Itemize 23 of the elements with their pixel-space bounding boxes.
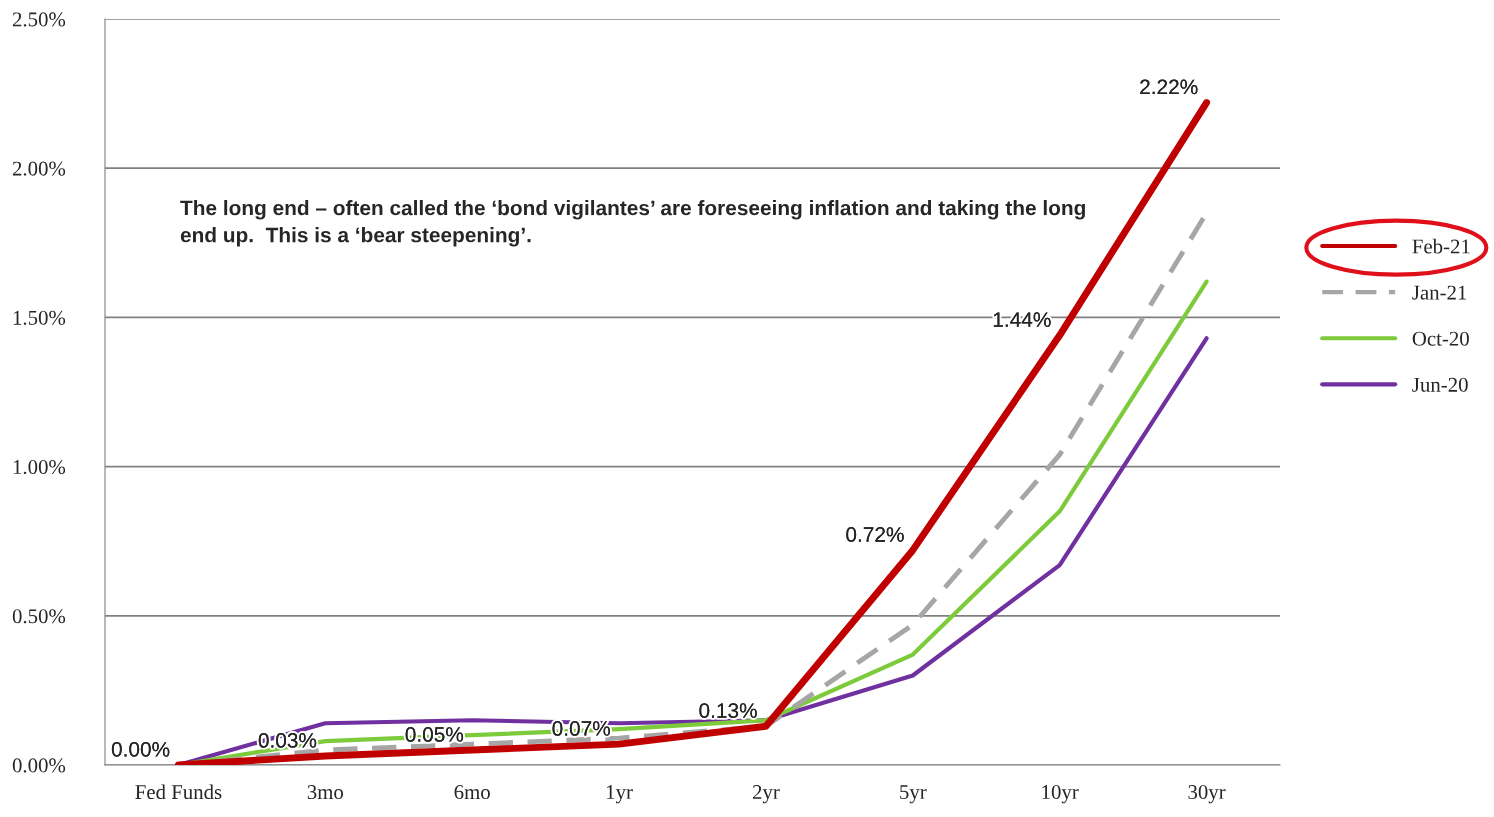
legend-label: Jan-21 (1412, 285, 1467, 300)
x-tick-label: 3mo (307, 785, 344, 800)
annotation: The long end – often called the ‘bond vigilantes’ are foreseeing inflation and taking the long end up. This is a ‘bear steepening’. (180, 200, 1085, 247)
data-label: 0.72% (846, 527, 904, 542)
x-tick-label: 30yr (1188, 784, 1226, 804)
x-tick-label: 1yr (607, 785, 633, 804)
y-tick-label: 1.50% (13, 310, 66, 325)
data-label: 0.00% (111, 741, 170, 757)
data-label: 2.22% (1140, 79, 1198, 95)
y-tick-label: 1.00% (13, 459, 66, 475)
x-tick-label: Fed Funds (135, 784, 222, 800)
legend-label: Oct-20 (1412, 331, 1469, 346)
legend-label: Jun-20 (1412, 377, 1468, 392)
y-tick-label: 2.00% (12, 161, 66, 176)
y-tick-label: 0.50% (12, 609, 66, 624)
y-tick-label: 2.50% (12, 12, 66, 27)
data-label: 0.13% (699, 703, 757, 718)
x-tick-label: 5yr (900, 785, 927, 804)
legend-label: Feb-21 (1412, 238, 1470, 254)
x-tick-label: 6mo (454, 785, 490, 800)
x-tick-label: 10yr (1042, 784, 1079, 804)
y-tick-label: 0.00% (12, 758, 66, 773)
x-tick-label: 2yr (752, 785, 780, 804)
